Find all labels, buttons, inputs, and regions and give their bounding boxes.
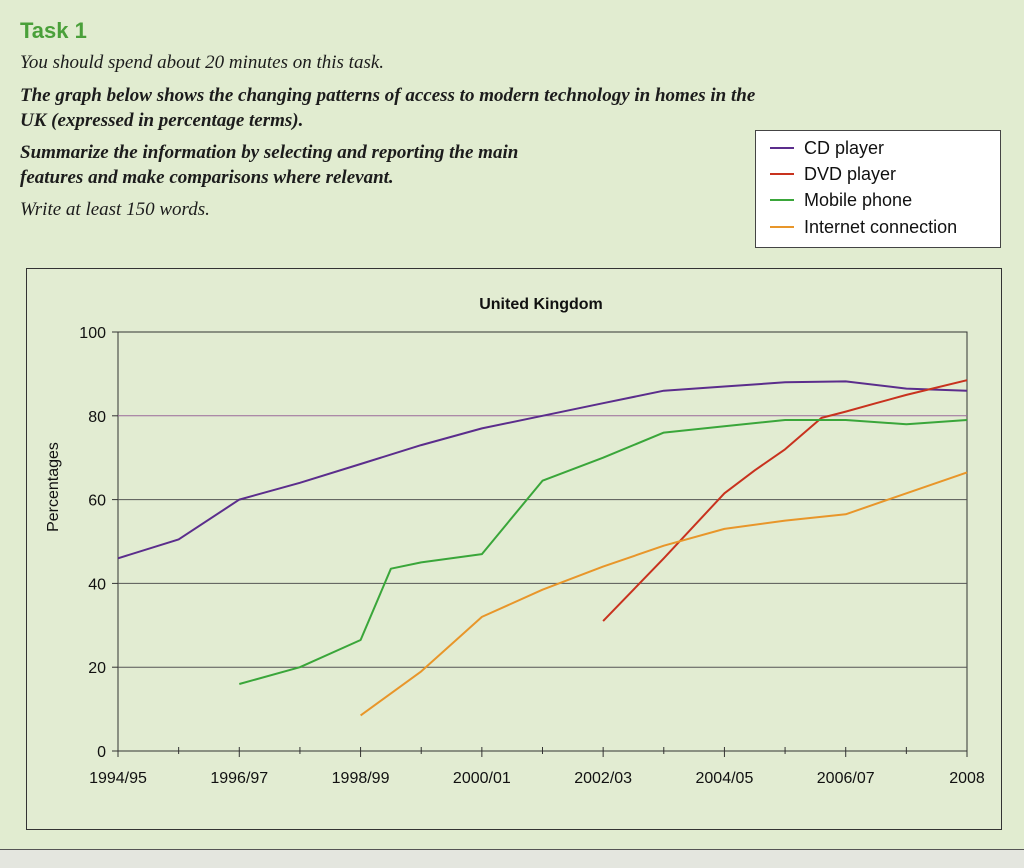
prompt-line-1: The graph below shows the changing patte…: [20, 85, 756, 106]
series-line-dvd-player: [602, 379, 968, 622]
legend-swatch-cd-player: [770, 147, 794, 149]
task-title: Task 1: [20, 18, 87, 43]
y-tick-label-40: 40: [88, 576, 106, 593]
legend-item-mobile-phone: Mobile phone: [770, 188, 912, 212]
legend-item-dvd-player: DVD player: [770, 162, 896, 186]
legend-swatch-internet-connection: [770, 226, 794, 228]
y-tick-label-0: 0: [97, 744, 106, 761]
y-axis-label: Percentages: [45, 442, 62, 532]
x-tick-label-1996-97: 1996/97: [210, 770, 268, 787]
x-tick-label-2008: 2008: [949, 770, 985, 787]
x-tick-label-2002-03: 2002/03: [574, 770, 632, 787]
y-tick-label-80: 80: [88, 409, 106, 426]
legend-label-mobile-phone: Mobile phone: [804, 189, 913, 210]
x-tick-label-2000-01: 2000/01: [453, 770, 511, 787]
legend-swatch-mobile-phone: [770, 199, 794, 201]
time-instruction: You should spend about 20 minutes on thi…: [20, 52, 385, 73]
x-tick-label-1994-95: 1994/95: [89, 770, 147, 787]
legend-label-internet-connection: Internet connection: [804, 216, 958, 237]
bottom-strip: [0, 849, 1024, 868]
y-tick-label-60: 60: [88, 493, 106, 510]
legend-item-cd-player: CD player: [770, 136, 884, 160]
series-line-mobile-phone: [239, 419, 968, 685]
prompt-line-2: UK (expressed in percentage terms).: [20, 110, 304, 131]
legend-swatch-dvd-player: [770, 173, 794, 175]
x-tick-label-2006-07: 2006/07: [817, 770, 875, 787]
plot-frame: [117, 331, 968, 752]
legend-label-dvd-player: DVD player: [804, 163, 897, 184]
legend-item-internet-connection: Internet connection: [770, 215, 957, 239]
chart-legend: CD player DVD player Mobile phone Intern…: [755, 130, 1001, 248]
summarize-line-1: Summarize the information by selecting a…: [20, 142, 519, 163]
x-tick-label-1998-99: 1998/99: [332, 770, 390, 787]
y-tick-label-20: 20: [88, 660, 106, 677]
chart-container: 0 20 40 60 80 100 1994/95 1996/97 1998/99 2000/01…: [26, 268, 1002, 830]
series-line-internet-connection: [360, 471, 968, 717]
summarize-line-2: features and make comparisons where rele…: [20, 167, 394, 188]
chart-title: United Kingdom: [479, 296, 603, 313]
legend-label-cd-player: CD player: [804, 137, 885, 158]
y-tick-label-100: 100: [79, 325, 106, 342]
x-tick-label-2004-05: 2004/05: [696, 770, 754, 787]
series-line-cd-player: [117, 380, 968, 560]
task-page: Task 1 You should spend about 20 minutes…: [20, 18, 1002, 830]
grid-lines: [117, 331, 968, 752]
word-count-instruction: Write at least 150 words.: [20, 199, 210, 220]
line-chart: 0 20 40 60 80 100 1994/95 1996/97 1998/99 2000/01…: [45, 296, 985, 787]
series-lines: [117, 379, 968, 717]
axes: 0 20 40 60 80 100 1994/95 1996/97 1998/99 2000/01…: [79, 325, 985, 787]
